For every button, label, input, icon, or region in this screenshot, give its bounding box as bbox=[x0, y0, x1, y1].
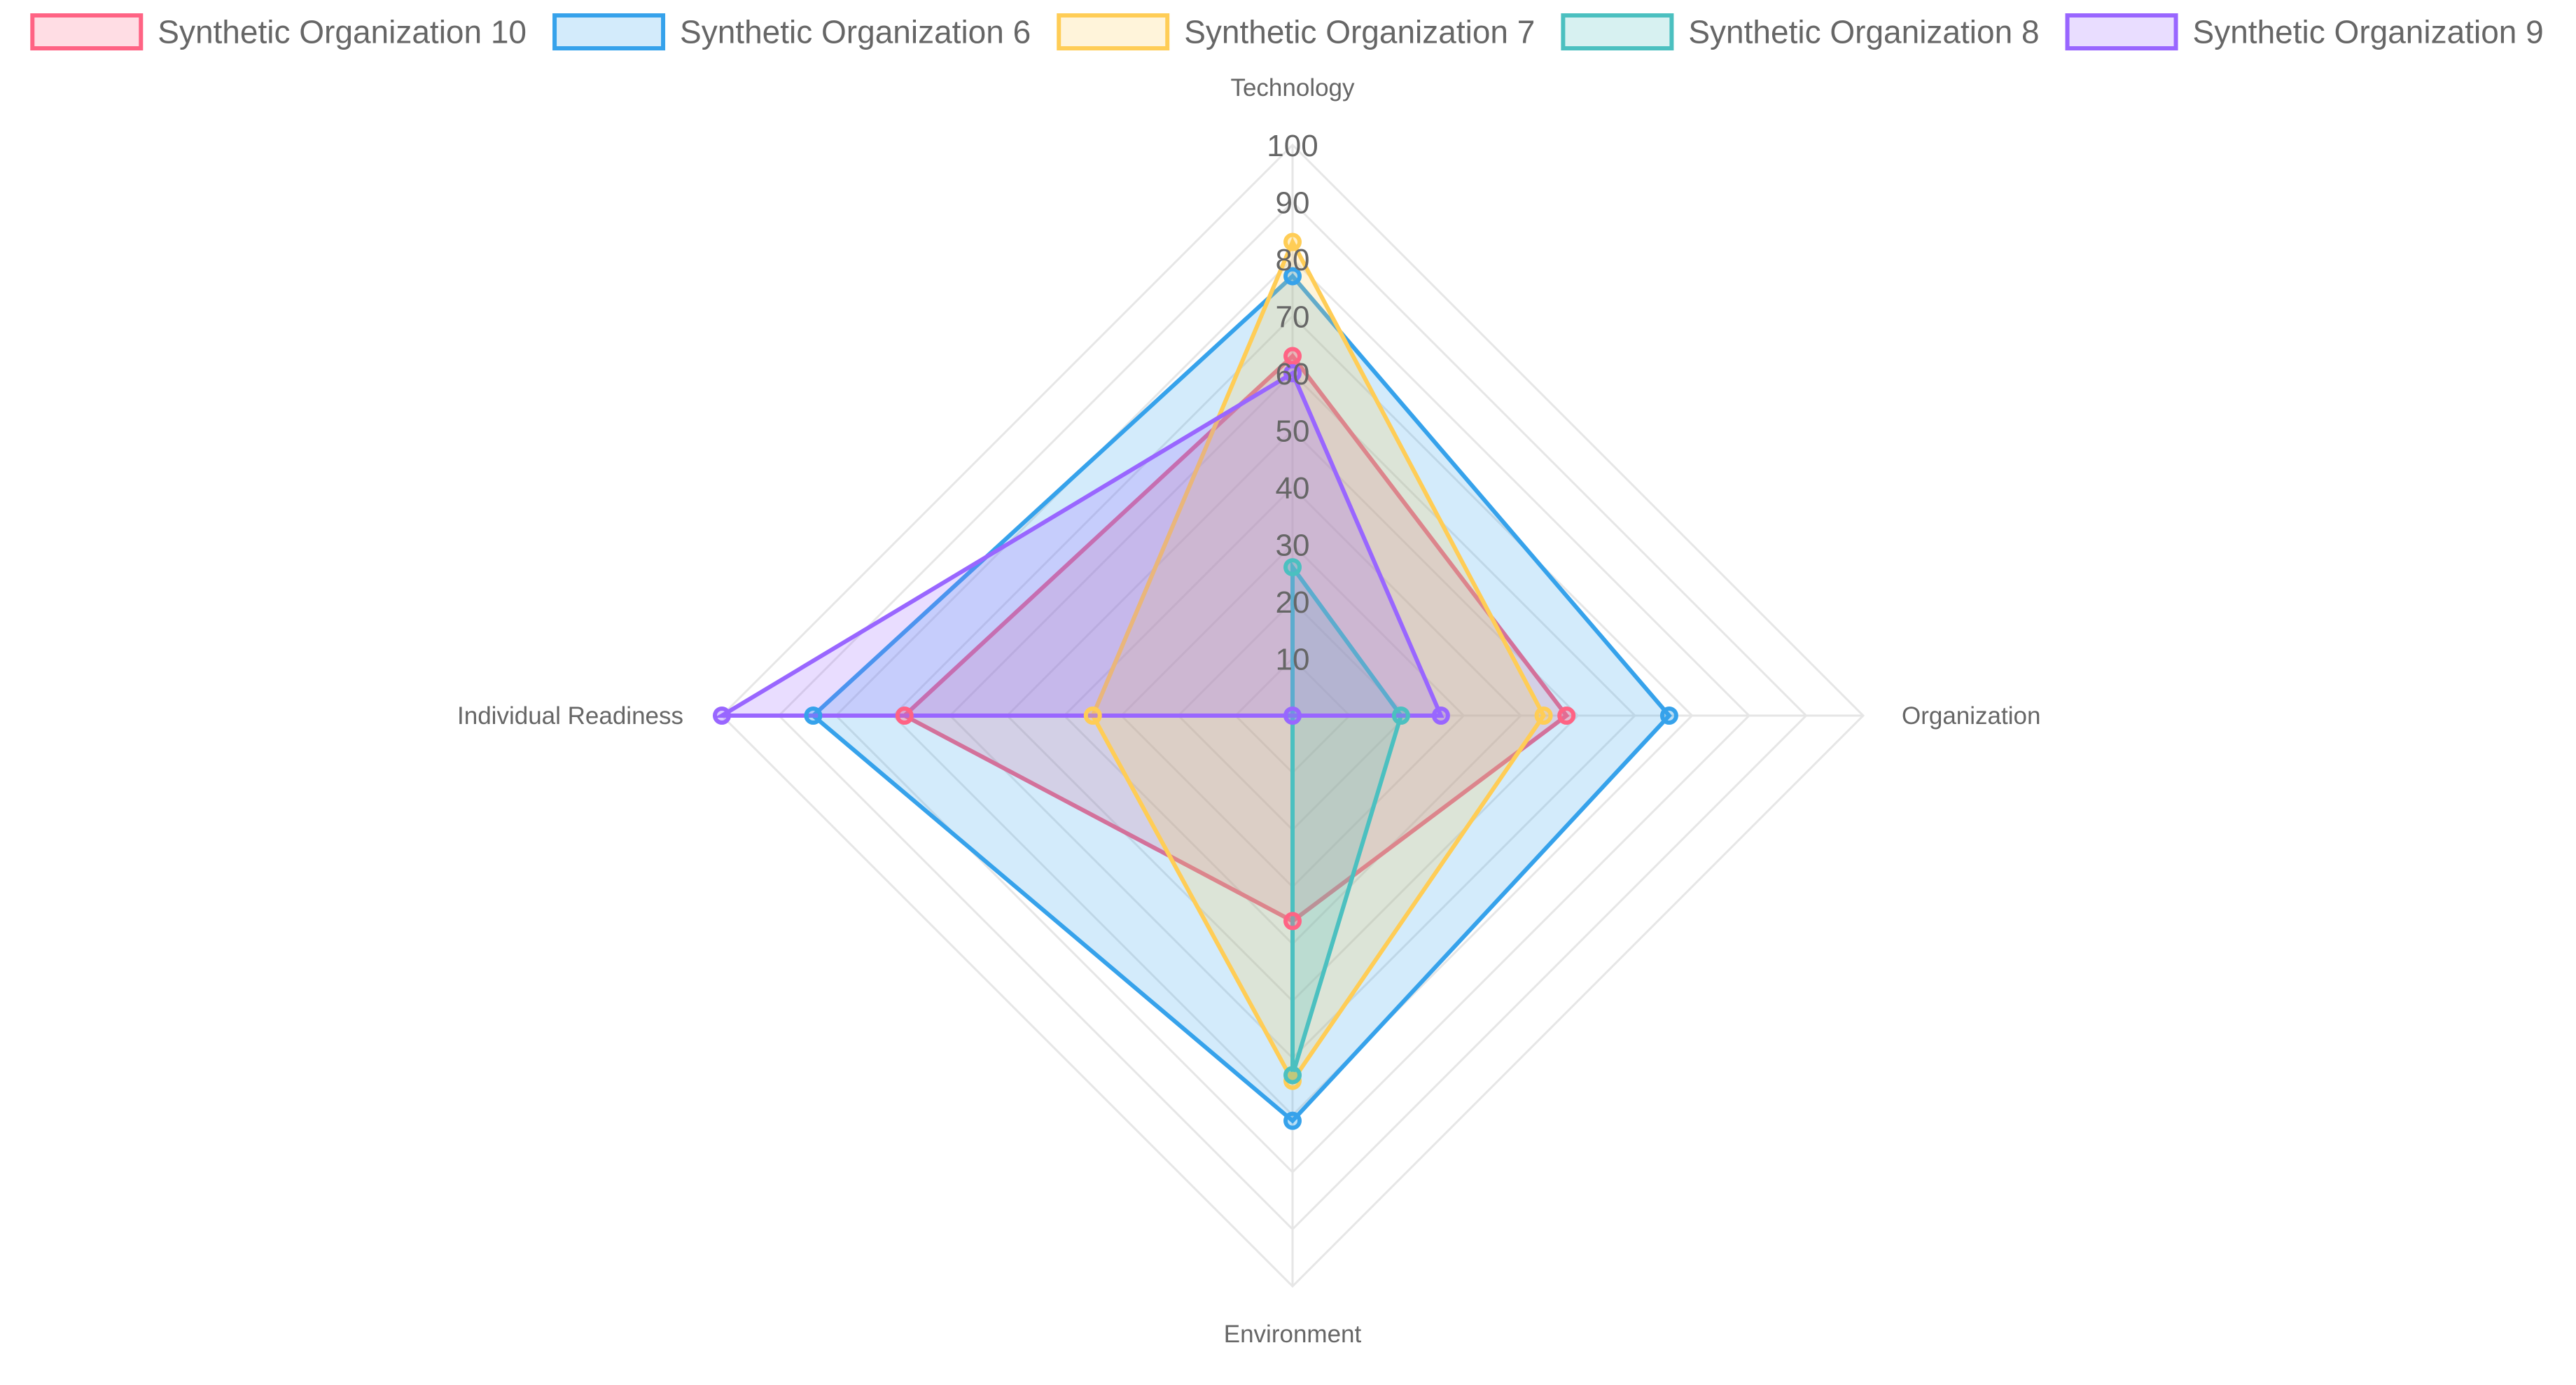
data-point-synthetic-organization-6-technology[interactable] bbox=[1283, 267, 1302, 286]
axis-label-organization: Organization bbox=[1902, 702, 2040, 730]
data-point-synthetic-organization-10-individual-readiness[interactable] bbox=[895, 707, 914, 725]
legend-swatch bbox=[30, 13, 144, 50]
tick-label-90: 90 bbox=[1276, 186, 1310, 221]
legend: Synthetic Organization 10 Synthetic Organ… bbox=[30, 13, 2544, 50]
tick-label-70: 70 bbox=[1276, 300, 1310, 335]
axis-label-environment: Environment bbox=[1224, 1321, 1362, 1348]
legend-swatch bbox=[2065, 13, 2178, 50]
data-point-synthetic-organization-8-environment[interactable] bbox=[1283, 1066, 1302, 1085]
legend-label: Synthetic Organization 9 bbox=[2193, 14, 2544, 50]
legend-item-synthetic-organization-6[interactable]: Synthetic Organization 6 bbox=[552, 13, 1031, 50]
legend-label: Synthetic Organization 8 bbox=[1688, 14, 2039, 50]
tick-label-40: 40 bbox=[1276, 471, 1310, 506]
legend-item-synthetic-organization-9[interactable]: Synthetic Organization 9 bbox=[2065, 13, 2544, 50]
legend-swatch bbox=[1561, 13, 1674, 50]
legend-label: Synthetic Organization 6 bbox=[680, 14, 1031, 50]
data-point-synthetic-organization-10-technology[interactable] bbox=[1283, 347, 1302, 366]
legend-label: Synthetic Organization 7 bbox=[1184, 14, 1535, 50]
tick-label-100: 100 bbox=[1267, 129, 1318, 163]
legend-item-synthetic-organization-8[interactable]: Synthetic Organization 8 bbox=[1561, 13, 2040, 50]
legend-label: Synthetic Organization 10 bbox=[158, 14, 527, 50]
data-point-synthetic-organization-9-individual-readiness[interactable] bbox=[713, 707, 731, 725]
point-layer bbox=[713, 232, 1678, 1130]
data-point-synthetic-organization-10-organization[interactable] bbox=[1557, 707, 1576, 725]
data-point-synthetic-organization-9-organization[interactable] bbox=[1431, 707, 1450, 725]
data-point-synthetic-organization-7-technology[interactable] bbox=[1283, 232, 1302, 251]
tick-label-60: 60 bbox=[1276, 357, 1310, 391]
axis-label-technology: Technology bbox=[1230, 74, 1355, 102]
series-area-synthetic-organization-6 bbox=[809, 273, 1672, 1124]
legend-item-synthetic-organization-10[interactable]: Synthetic Organization 10 bbox=[30, 13, 527, 50]
data-point-synthetic-organization-9-technology[interactable] bbox=[1283, 364, 1302, 382]
data-point-synthetic-organization-6-individual-readiness[interactable] bbox=[804, 707, 823, 725]
data-point-synthetic-organization-8-organization[interactable] bbox=[1391, 707, 1410, 725]
data-point-synthetic-organization-7-organization[interactable] bbox=[1534, 707, 1553, 725]
tick-label-80: 80 bbox=[1276, 243, 1310, 277]
tick-label-30: 30 bbox=[1276, 529, 1310, 563]
axis-labels: Technology Organization Environment Individ… bbox=[457, 74, 2040, 1348]
data-point-synthetic-organization-6-organization[interactable] bbox=[1659, 707, 1678, 725]
tick-labels: 10 20 30 40 50 60 70 80 90 100 bbox=[1267, 129, 1318, 677]
legend-swatch bbox=[552, 13, 666, 50]
data-point-synthetic-organization-8-technology[interactable] bbox=[1283, 558, 1302, 577]
tick-label-50: 50 bbox=[1276, 415, 1310, 449]
data-point-synthetic-organization-7-individual-readiness[interactable] bbox=[1083, 707, 1102, 725]
axis-label-individual-readiness: Individual Readiness bbox=[457, 702, 683, 730]
tick-label-10: 10 bbox=[1276, 643, 1310, 677]
series-layer bbox=[714, 237, 1672, 1124]
legend-swatch bbox=[1057, 13, 1170, 50]
tick-label-20: 20 bbox=[1276, 585, 1310, 620]
series-area-synthetic-organization-9 bbox=[714, 370, 1444, 718]
legend-item-synthetic-organization-7[interactable]: Synthetic Organization 7 bbox=[1057, 13, 1535, 50]
data-point-synthetic-organization-6-environment[interactable] bbox=[1283, 1111, 1302, 1130]
data-point-synthetic-organization-10-environment[interactable] bbox=[1283, 912, 1302, 931]
data-point-synthetic-organization-9-environment[interactable] bbox=[1283, 707, 1302, 725]
